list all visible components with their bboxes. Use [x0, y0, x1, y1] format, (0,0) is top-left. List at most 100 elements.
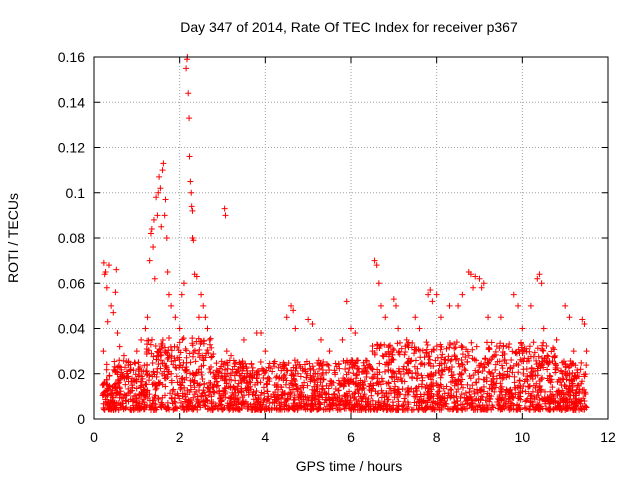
- data-point: [300, 384, 307, 391]
- data-point: [104, 318, 111, 325]
- data-point: [370, 405, 377, 412]
- data-point: [553, 336, 560, 343]
- data-point: [113, 266, 120, 273]
- data-point: [269, 399, 276, 406]
- data-point: [114, 364, 121, 371]
- data-point: [417, 361, 424, 368]
- data-point: [141, 399, 148, 406]
- data-point: [238, 385, 245, 392]
- data-point: [503, 387, 510, 394]
- data-point: [390, 347, 397, 354]
- data-point: [476, 387, 483, 394]
- data-point: [235, 380, 242, 387]
- data-point: [121, 391, 128, 398]
- data-point: [158, 223, 165, 230]
- data-point: [516, 350, 523, 357]
- y-tick-label: 0.14: [58, 94, 85, 110]
- data-point: [127, 396, 134, 403]
- data-point: [157, 185, 164, 192]
- data-point: [244, 400, 251, 407]
- data-point: [418, 383, 425, 390]
- data-point: [554, 392, 561, 399]
- data-point: [422, 406, 429, 413]
- data-point: [427, 373, 434, 380]
- data-point: [473, 395, 480, 402]
- data-point: [289, 371, 296, 378]
- data-point: [446, 302, 453, 309]
- data-point: [230, 391, 237, 398]
- data-point: [191, 347, 198, 354]
- data-point: [527, 302, 534, 309]
- data-point: [561, 381, 568, 388]
- data-point: [391, 387, 398, 394]
- data-point: [304, 382, 311, 389]
- data-point: [255, 396, 262, 403]
- data-point: [158, 399, 165, 406]
- data-point: [113, 404, 120, 411]
- data-point: [457, 371, 464, 378]
- data-point: [411, 350, 418, 357]
- data-point: [290, 307, 297, 314]
- data-point: [409, 370, 416, 377]
- data-point: [493, 380, 500, 387]
- data-point: [178, 291, 185, 298]
- data-point: [217, 375, 224, 382]
- data-point: [469, 346, 476, 353]
- y-tick-label: 0.08: [58, 230, 85, 246]
- data-point: [189, 353, 196, 360]
- data-point: [352, 330, 359, 337]
- data-point: [343, 371, 350, 378]
- data-point: [154, 212, 161, 219]
- data-point: [430, 392, 437, 399]
- data-point: [418, 372, 425, 379]
- data-point: [376, 360, 383, 367]
- data-point: [380, 353, 387, 360]
- data-point: [179, 403, 186, 410]
- data-point: [112, 392, 119, 399]
- data-point: [525, 355, 532, 362]
- data-point: [557, 399, 564, 406]
- data-point: [545, 396, 552, 403]
- data-point: [252, 381, 259, 388]
- data-point: [138, 390, 145, 397]
- data-point: [515, 302, 522, 309]
- data-point: [168, 347, 175, 354]
- data-point: [162, 349, 169, 356]
- data-point: [133, 348, 140, 355]
- data-point: [583, 362, 590, 369]
- data-point: [534, 367, 541, 374]
- data-point: [150, 216, 157, 223]
- data-point: [120, 405, 127, 412]
- data-point: [430, 371, 437, 378]
- data-point: [281, 406, 288, 413]
- data-point: [238, 401, 245, 408]
- data-point: [374, 404, 381, 411]
- data-point: [544, 366, 551, 373]
- data-point: [544, 393, 551, 400]
- data-point: [355, 357, 362, 364]
- data-point: [411, 346, 418, 353]
- data-point: [201, 398, 208, 405]
- data-point: [319, 394, 326, 401]
- data-point: [136, 405, 143, 412]
- data-point: [326, 366, 333, 373]
- data-point: [425, 359, 432, 366]
- data-point: [250, 389, 257, 396]
- data-point: [374, 342, 381, 349]
- data-point: [305, 316, 312, 323]
- data-point: [437, 399, 444, 406]
- data-point: [525, 390, 532, 397]
- data-point: [111, 383, 118, 390]
- data-point: [263, 380, 270, 387]
- data-point: [162, 363, 169, 370]
- data-point: [150, 353, 157, 360]
- data-point: [474, 368, 481, 375]
- data-point: [503, 343, 510, 350]
- data-point: [312, 392, 319, 399]
- data-point: [349, 378, 356, 385]
- data-point: [350, 379, 357, 386]
- data-point: [180, 359, 187, 366]
- data-point: [398, 345, 405, 352]
- data-point: [166, 334, 173, 341]
- data-point: [549, 391, 556, 398]
